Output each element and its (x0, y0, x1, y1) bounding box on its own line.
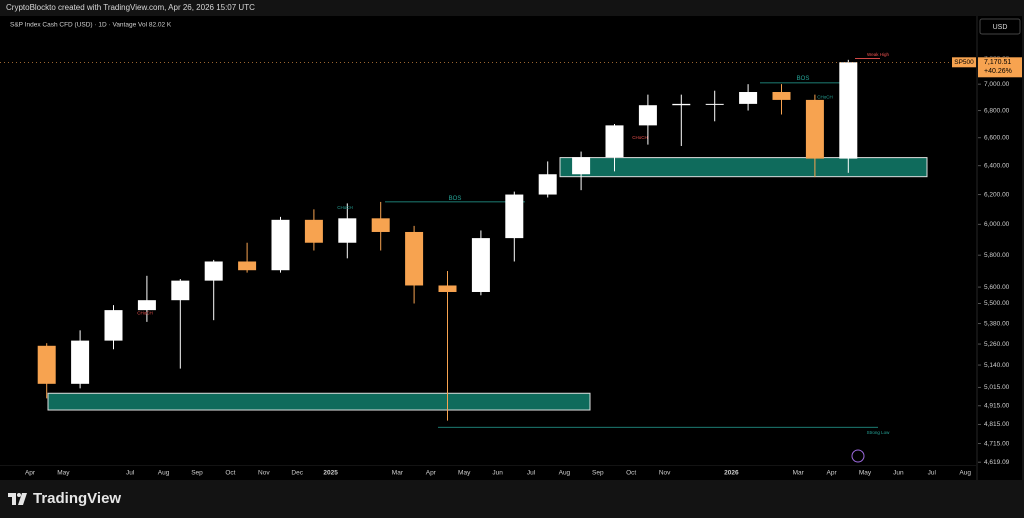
time-axis-bg (0, 466, 976, 480)
x-tick-label: Apr (426, 470, 437, 477)
price-axis-bg (978, 16, 1022, 480)
y-tick-label: 6,400.00 (984, 162, 1010, 169)
brand: TradingView (33, 490, 122, 507)
x-tick-label: Mar (793, 470, 805, 477)
ticker: SP500 (954, 59, 974, 66)
x-tick-label: 2026 (724, 470, 739, 477)
logo-mark (8, 492, 27, 505)
candle-body (672, 103, 691, 106)
icon[interactable] (851, 449, 865, 463)
price-tag (978, 57, 1022, 78)
candle-body (605, 125, 624, 158)
annotation: BOS (797, 76, 810, 82)
annotation: CHoCH (632, 135, 648, 140)
y-tick-label: 5,800.00 (984, 252, 1010, 259)
x-tick-label: Nov (659, 470, 671, 477)
y-tick-label: 6,600.00 (984, 134, 1010, 141)
candle-body (71, 340, 90, 384)
candle-body (438, 285, 457, 292)
x-tick-label: Nov (258, 470, 270, 477)
demand-zone (47, 392, 591, 411)
candle-body (772, 92, 791, 100)
y-tick-label: 5,260.00 (984, 341, 1010, 348)
y-tick-label: 4,815.00 (984, 421, 1010, 428)
y-tick-label: 4,619.09 (984, 459, 1010, 466)
x-tick-label: Oct (225, 470, 235, 477)
candle-body (405, 231, 424, 286)
demand-zone (559, 157, 928, 178)
x-tick-label: 2025 (323, 470, 338, 477)
annotation: CHoCH (337, 205, 353, 210)
annotation: CHoCH (137, 311, 153, 316)
candle-body (705, 103, 724, 105)
x-tick-label: Jun (492, 470, 503, 477)
candle-body (371, 218, 390, 232)
x-tick-label: May (458, 470, 471, 477)
caption: CryptoBlockto created with TradingView.c… (6, 3, 255, 12)
annotation: BOS (449, 196, 462, 202)
candle-body (538, 174, 557, 195)
x-tick-label: Sep (191, 470, 203, 477)
y-tick-label: 5,380.00 (984, 320, 1010, 327)
candle-body (338, 218, 357, 243)
annotation: CHoCH (817, 94, 833, 99)
x-tick-label: Jul (928, 470, 937, 477)
y-tick-label: 6,200.00 (984, 191, 1010, 198)
brand-logo: TradingView (8, 490, 121, 507)
y-tick-label: 5,140.00 (984, 362, 1010, 369)
y-tick-label: 7,000.00 (984, 81, 1010, 88)
candle-body (304, 219, 323, 243)
annotation: Weak High (867, 52, 889, 57)
candle-body (505, 194, 524, 239)
x-tick-label: May (859, 470, 872, 477)
x-tick-label: Oct (626, 470, 636, 477)
candle-body (271, 219, 290, 271)
candle-body (204, 261, 223, 281)
x-tick-label: Apr (827, 470, 838, 477)
x-tick-label: Aug (559, 470, 571, 477)
candle-body (638, 105, 657, 126)
x-tick-label: Aug (158, 470, 170, 477)
candle-body (171, 280, 190, 301)
candle-body (805, 99, 824, 159)
chart: S&P Index Cash CFD (USD) · 1D · Vantage … (0, 16, 1022, 480)
currency-box[interactable] (979, 18, 1021, 35)
ticker-box (952, 57, 976, 68)
x-tick-label: Jun (893, 470, 904, 477)
x-tick-label: Aug (959, 470, 971, 477)
y-tick-label: 5,500.00 (984, 300, 1010, 307)
x-tick-label: Dec (291, 470, 303, 477)
y-tick-label: 6,000.00 (984, 221, 1010, 228)
x-tick-label: Jul (527, 470, 536, 477)
currency[interactable]: USD (993, 24, 1008, 31)
y-tick-label: 6,800.00 (984, 107, 1010, 114)
candle-body (238, 261, 257, 271)
y-tick-label: 4,715.00 (984, 440, 1010, 447)
x-tick-label: Sep (592, 470, 604, 477)
candle-body (739, 92, 758, 104)
candle-body (471, 238, 490, 292)
symbol-line: S&P Index Cash CFD (USD) · 1D · Vantage … (10, 22, 172, 29)
candle-body (104, 310, 123, 341)
annotation: Strong Low (867, 430, 891, 435)
x-tick-label: Mar (392, 470, 404, 477)
y-tick-label: 5,015.00 (984, 384, 1010, 391)
candle-body (37, 345, 56, 384)
candle-body (137, 300, 156, 311)
candle-body (839, 62, 858, 159)
price-label: 7,170.51 (984, 59, 1011, 66)
x-tick-label: Jul (126, 470, 135, 477)
change-label: +40.26% (984, 68, 1012, 75)
y-tick-label: 4,915.00 (984, 402, 1010, 409)
candle-body (572, 157, 591, 175)
x-tick-label: Apr (25, 470, 36, 477)
y-tick-label: 5,600.00 (984, 284, 1010, 291)
x-tick-label: May (57, 470, 70, 477)
